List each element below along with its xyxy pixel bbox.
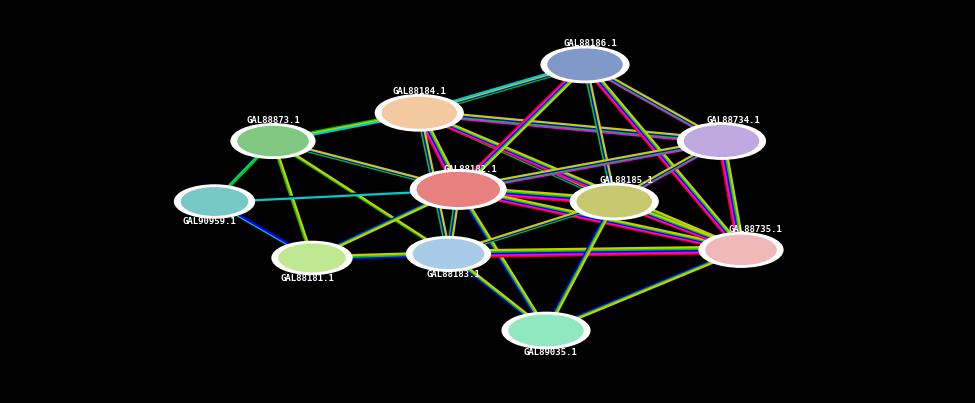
Text: GAL88184.1: GAL88184.1 xyxy=(392,87,447,96)
Circle shape xyxy=(699,233,783,267)
Text: GAL89035.1: GAL89035.1 xyxy=(524,348,578,357)
Circle shape xyxy=(413,239,484,268)
Text: GAL88185.1: GAL88185.1 xyxy=(599,176,653,185)
Circle shape xyxy=(272,241,352,274)
Text: GAL88183.1: GAL88183.1 xyxy=(426,270,481,278)
Circle shape xyxy=(238,127,308,156)
Text: GAL88734.1: GAL88734.1 xyxy=(706,116,760,125)
Circle shape xyxy=(577,186,651,217)
Circle shape xyxy=(181,188,248,215)
Circle shape xyxy=(502,312,590,349)
Circle shape xyxy=(382,98,456,128)
Circle shape xyxy=(541,46,629,83)
Text: GAL88873.1: GAL88873.1 xyxy=(246,116,300,125)
Text: GAL88735.1: GAL88735.1 xyxy=(728,225,783,234)
Circle shape xyxy=(410,170,506,209)
Circle shape xyxy=(509,315,583,346)
Text: GAL88182.1: GAL88182.1 xyxy=(443,165,497,174)
Circle shape xyxy=(570,183,658,220)
Text: GAL90959.1: GAL90959.1 xyxy=(182,217,237,226)
Circle shape xyxy=(706,235,776,264)
Circle shape xyxy=(548,49,622,80)
Circle shape xyxy=(678,123,765,159)
Circle shape xyxy=(231,124,315,158)
Circle shape xyxy=(407,237,490,271)
Circle shape xyxy=(417,172,499,206)
Text: GAL88181.1: GAL88181.1 xyxy=(280,274,334,283)
Circle shape xyxy=(279,244,345,272)
Circle shape xyxy=(375,95,463,131)
Circle shape xyxy=(684,126,759,156)
Circle shape xyxy=(175,185,254,218)
Text: GAL88186.1: GAL88186.1 xyxy=(563,39,617,48)
